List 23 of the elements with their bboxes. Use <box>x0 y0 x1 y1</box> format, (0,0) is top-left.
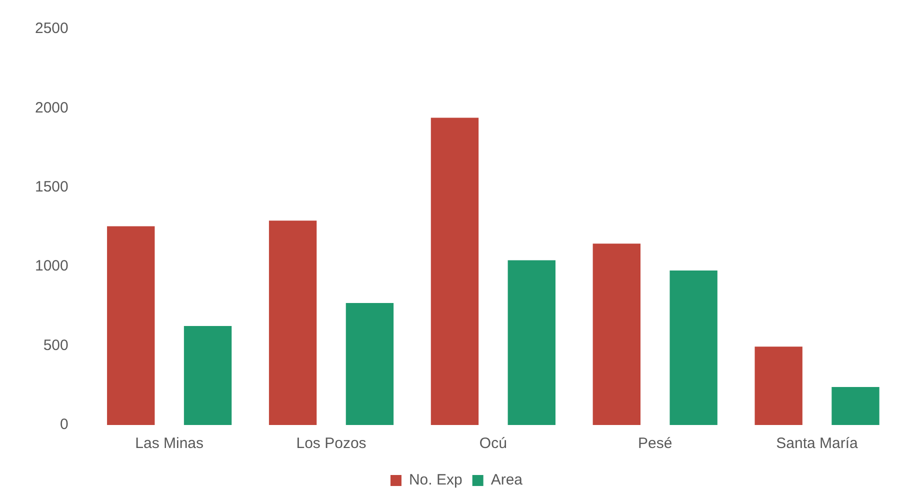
x-tick-label: Santa María <box>776 435 859 452</box>
x-tick-label: Pesé <box>638 435 672 452</box>
legend-label: Area <box>490 472 524 489</box>
x-tick-label: Ocú <box>479 435 507 452</box>
bar <box>184 326 232 425</box>
y-tick-label: 1000 <box>34 258 68 275</box>
bar <box>268 220 317 425</box>
y-tick-label: 0 <box>60 416 68 434</box>
x-tick-label: Los Pozos <box>296 435 366 452</box>
y-tick-label: 1500 <box>34 178 68 196</box>
bar <box>754 346 802 425</box>
y-tick-label: 2500 <box>34 20 68 38</box>
bar <box>430 118 479 425</box>
legend-label: No. Exp <box>408 472 462 489</box>
bar <box>107 226 155 425</box>
bar <box>508 260 556 425</box>
bar <box>832 386 880 425</box>
bar <box>346 303 394 425</box>
y-tick-label: 500 <box>43 336 68 354</box>
x-tick-label: Las Minas <box>135 435 204 452</box>
y-tick-label: 2000 <box>34 99 68 116</box>
bar <box>670 270 718 425</box>
bar <box>592 244 640 425</box>
